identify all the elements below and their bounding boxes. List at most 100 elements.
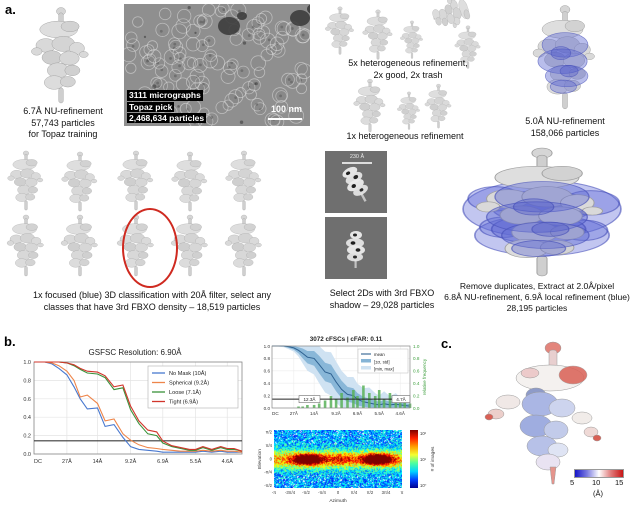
svg-text:27Å: 27Å: [290, 410, 299, 416]
svg-text:1.0: 1.0: [23, 360, 31, 366]
micrograph-scale-bar: [268, 117, 302, 120]
micrograph-stats-overlay: 3111 micrographs Topaz pick 2,468,634 pa…: [127, 90, 207, 123]
colorbar-unit-label: (Å): [593, 489, 603, 498]
hetero1-caption: 1x heterogeneous refinement: [346, 131, 464, 141]
svg-text:9.2Å: 9.2Å: [331, 410, 341, 416]
micrograph-scale-label: 100 nm: [270, 104, 302, 114]
hetero-class-map: [424, 83, 452, 129]
svg-text:Loose (7.1Å): Loose (7.1Å): [169, 389, 201, 396]
svg-text:-π: -π: [272, 490, 276, 495]
micrograph-count-label: 3111 micrographs: [127, 90, 203, 101]
svg-text:-π/2: -π/2: [302, 490, 310, 495]
svg-text:mean: mean: [374, 352, 385, 357]
svg-text:0.8: 0.8: [264, 356, 271, 361]
svg-text:Azimuth: Azimuth: [329, 498, 347, 504]
svg-text:[min, max]: [min, max]: [374, 367, 394, 372]
svg-text:-π/4: -π/4: [264, 470, 272, 475]
svg-text:0.2: 0.2: [264, 393, 271, 398]
classification-class-map: [61, 151, 98, 212]
selected-class-ellipse: [122, 208, 178, 288]
gsfsc-chart-title: GSFSC Resolution: 6.90Å: [88, 348, 182, 357]
svg-text:π/2: π/2: [367, 490, 374, 495]
select2d-caption: Select 2Ds with 3rd FBXO shadow – 29,028…: [329, 288, 435, 310]
local-resolution-gradient: [574, 469, 624, 478]
nu-refinement-blue-map: [532, 5, 595, 110]
svg-text:DC: DC: [34, 459, 42, 465]
svg-text:relative frequency: relative frequency: [422, 358, 427, 395]
svg-text:0.2: 0.2: [23, 434, 31, 440]
svg-text:10²: 10²: [420, 431, 427, 436]
svg-text:0.4: 0.4: [413, 381, 420, 386]
svg-text:3π/4: 3π/4: [382, 490, 391, 495]
svg-text:1.0: 1.0: [264, 344, 271, 349]
svg-text:0: 0: [337, 490, 340, 495]
svg-text:0.8: 0.8: [23, 378, 31, 384]
orientation-heatmap: π/2 π/4 0 -π/4 -π/2 -π -3π/4 -π/2 -π/4 0 π/4 π/2 3π/…: [256, 430, 438, 508]
svg-text:Elevation: Elevation: [257, 449, 263, 469]
svg-text:27Å: 27Å: [62, 458, 72, 465]
svg-text:5.5Å: 5.5Å: [190, 458, 202, 465]
svg-text:0.0: 0.0: [23, 452, 31, 458]
svg-text:14Å: 14Å: [93, 458, 103, 465]
svg-text:4.6Å: 4.6Å: [222, 458, 234, 465]
svg-text:0.6: 0.6: [264, 369, 271, 374]
svg-text:π/2: π/2: [266, 430, 273, 435]
svg-text:π: π: [401, 490, 404, 495]
gsfsc-chart: 0.0 0.2 0.4 0.6 0.8 1.0 DC 27Å 14Å 9.2Å 6.9Å 5.5Å 4.…: [23, 360, 243, 465]
svg-text:0.4: 0.4: [264, 381, 271, 386]
topaz-pick-label: Topaz pick: [127, 101, 175, 112]
topaz-training-caption: 6.7Å NU-refinement 57,743 particles for …: [23, 106, 103, 140]
svg-text:0.0: 0.0: [413, 406, 420, 411]
svg-text:14Å: 14Å: [310, 410, 319, 416]
svg-text:No Mask (10Å): No Mask (10Å): [169, 370, 206, 377]
hetero5-caption: 5x heterogeneous refinement, 2x good, 2x…: [348, 58, 468, 80]
classification-class-map: [225, 150, 262, 211]
classification-class-map: [6, 214, 44, 277]
svg-text:π/4: π/4: [351, 490, 358, 495]
hetero-class-map: [362, 9, 393, 60]
classification-class-map: [7, 150, 44, 211]
svg-text:4.7Å: 4.7Å: [396, 396, 406, 402]
svg-text:1.0: 1.0: [413, 344, 420, 349]
svg-text:Tight (6.9Å): Tight (6.9Å): [169, 399, 198, 406]
svg-text:12.3Å: 12.3Å: [303, 396, 316, 402]
svg-text:0.6: 0.6: [23, 397, 31, 403]
micrograph-image: 3111 micrographs Topaz pick 2,468,634 pa…: [124, 4, 310, 126]
colorbar-tick-15: 15: [615, 478, 624, 487]
svg-text:10⁰: 10⁰: [420, 483, 427, 488]
cfsc-chart-title: 3072 cFSCs | cFAR: 0.11: [309, 336, 383, 343]
volume-topaz-training-map: [31, 7, 89, 104]
class2d-scale-label: 230 Å: [349, 154, 365, 160]
svg-text:10¹: 10¹: [420, 457, 427, 462]
cfsc-chart: 12.3Å 4.7Å 0.0 0.0 0.2 0.2 0.4 0.4 0.6 0.6 0.8 0.8 1…: [264, 344, 427, 416]
classification-class-map: [117, 150, 154, 211]
hetero-class-map: [353, 78, 386, 133]
svg-text:0.4: 0.4: [23, 415, 31, 421]
nu5-caption: 5.0Å NU-refinement 158,066 particles: [525, 116, 605, 138]
class2d-average-top: [325, 151, 387, 213]
orientation-heatmap-canvas: [274, 430, 402, 488]
final-refinement-blue-map: [462, 147, 622, 277]
svg-text:# of images: # of images: [430, 446, 436, 471]
class2d-average-bottom: [325, 217, 387, 279]
svg-text:Spherical (9.2Å): Spherical (9.2Å): [169, 380, 209, 387]
svg-text:-π/2: -π/2: [264, 483, 272, 488]
classification-class-map: [171, 151, 208, 212]
colorbar-tick-5: 5: [570, 478, 575, 487]
svg-text:0.6: 0.6: [413, 369, 420, 374]
local-resolution-map: [484, 341, 602, 485]
svg-text:0.8: 0.8: [413, 356, 420, 361]
classification-class-map: [224, 214, 262, 277]
svg-text:9.2Å: 9.2Å: [125, 458, 137, 465]
svg-text:4.6Å: 4.6Å: [395, 410, 405, 416]
svg-text:6.9Å: 6.9Å: [157, 458, 169, 465]
svg-text:π/4: π/4: [266, 443, 273, 448]
svg-text:5.5Å: 5.5Å: [374, 410, 384, 416]
panel-b-label: b.: [4, 334, 16, 349]
local-resolution-colorbar: 5 10 15 (Å): [566, 469, 634, 505]
panel-c-label: c.: [441, 336, 452, 351]
particle-count-label: 2,468,634 particles: [127, 112, 207, 123]
hetero-class-map: [325, 6, 354, 55]
svg-text:0.2: 0.2: [413, 393, 420, 398]
